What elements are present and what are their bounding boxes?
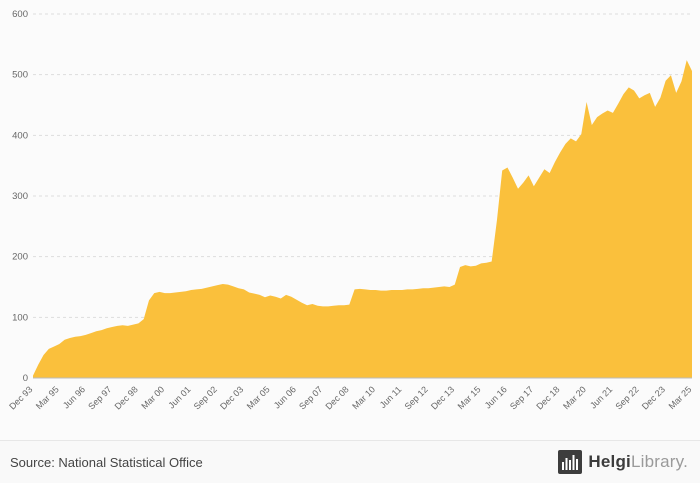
y-tick-label: 400 <box>12 130 28 141</box>
x-tick-label: Sep 02 <box>192 384 219 411</box>
brand-helgi: Helgi <box>588 452 631 471</box>
x-tick-label: Dec 93 <box>7 384 34 411</box>
brand-text: HelgiLibrary. <box>588 452 688 472</box>
x-tick-label: Mar 25 <box>667 384 694 411</box>
x-tick-label: Sep 07 <box>297 384 324 411</box>
area-chart: 0 100 200 300 400 500 600 Dec 93 Mar 95 Jun 96 Sep… <box>7 9 694 412</box>
x-tick-label: Dec 23 <box>640 384 667 411</box>
brand-library: Library <box>630 452 684 471</box>
helgilibrary-logo[interactable]: HelgiLibrary. <box>558 450 688 474</box>
x-tick-label: Mar 95 <box>34 384 61 411</box>
area-series <box>33 60 692 379</box>
x-tick-label: Dec 98 <box>113 384 140 411</box>
x-tick-label: Jun 06 <box>272 384 298 410</box>
footer: Source: National Statistical Office Helg… <box>0 440 700 483</box>
x-tick-label: Sep 12 <box>403 384 430 411</box>
x-tick-label: Mar 10 <box>350 384 377 411</box>
x-tick-label: Mar 20 <box>561 384 588 411</box>
x-tick-label: Dec 18 <box>534 384 561 411</box>
x-tick-label: Sep 22 <box>613 384 640 411</box>
y-tick-label: 0 <box>23 373 28 384</box>
x-tick-label: Jun 01 <box>166 384 192 410</box>
x-tick-label: Dec 13 <box>429 384 456 411</box>
y-tick-label: 100 <box>12 312 28 323</box>
x-tick-label: Jun 11 <box>378 384 404 410</box>
x-tick-label: Jun 96 <box>61 384 87 410</box>
brand-dot: . <box>683 452 688 471</box>
bar-chart-logo-icon <box>558 450 583 474</box>
x-tick-label: Jun 16 <box>483 384 509 410</box>
y-tick-label: 500 <box>12 70 28 81</box>
x-tick-label: Dec 08 <box>323 384 350 411</box>
y-tick-label: 200 <box>12 252 28 263</box>
source-text: Source: National Statistical Office <box>10 454 203 470</box>
x-tick-label: Mar 15 <box>456 384 483 411</box>
x-tick-label: Dec 03 <box>218 384 245 411</box>
x-tick-label: Sep 97 <box>86 384 113 411</box>
y-tick-label: 600 <box>12 9 28 20</box>
x-tick-label: Mar 00 <box>139 384 166 411</box>
x-tick-label: Mar 05 <box>245 384 272 411</box>
x-tick-label: Sep 17 <box>508 384 535 411</box>
y-tick-label: 300 <box>12 191 28 202</box>
x-tick-label: Jun 21 <box>588 384 614 410</box>
